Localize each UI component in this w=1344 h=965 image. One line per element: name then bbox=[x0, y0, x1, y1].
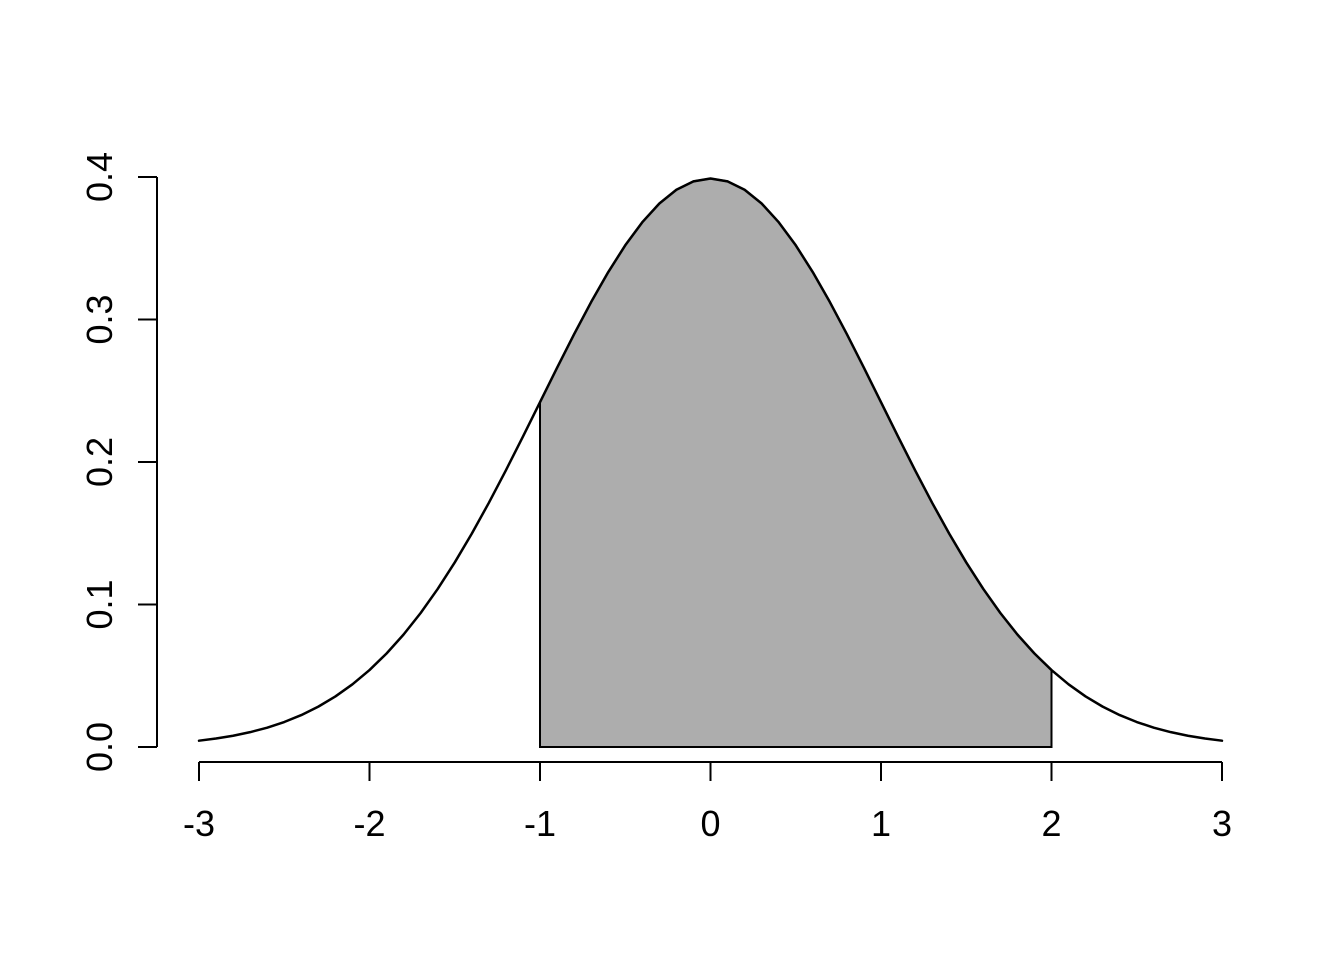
y-axis-tick-labels: 0.0 0.1 0.2 0.3 0.4 bbox=[79, 152, 120, 772]
x-tick-label: 1 bbox=[871, 803, 891, 844]
x-tick-label: 3 bbox=[1212, 803, 1232, 844]
y-tick-label: 0.1 bbox=[79, 579, 120, 629]
x-axis-ticks bbox=[198, 762, 1223, 781]
density-curve bbox=[197, 177, 1224, 742]
y-axis: 0.0 0.1 0.2 0.3 0.4 bbox=[79, 152, 158, 772]
x-tick-label: -1 bbox=[524, 803, 556, 844]
y-tick-label: 0.0 bbox=[79, 722, 120, 772]
y-axis-ticks bbox=[138, 176, 157, 748]
y-tick-label: 0.2 bbox=[79, 437, 120, 487]
x-tick-label: -3 bbox=[183, 803, 215, 844]
x-tick-label: -2 bbox=[353, 803, 385, 844]
x-tick-label: 2 bbox=[1041, 803, 1061, 844]
x-axis-tick-labels: -3 -2 -1 0 1 2 3 bbox=[183, 803, 1232, 844]
x-axis: -3 -2 -1 0 1 2 3 bbox=[183, 761, 1232, 844]
y-tick-label: 0.4 bbox=[79, 152, 120, 202]
y-tick-label: 0.3 bbox=[79, 294, 120, 344]
x-tick-label: 0 bbox=[700, 803, 720, 844]
